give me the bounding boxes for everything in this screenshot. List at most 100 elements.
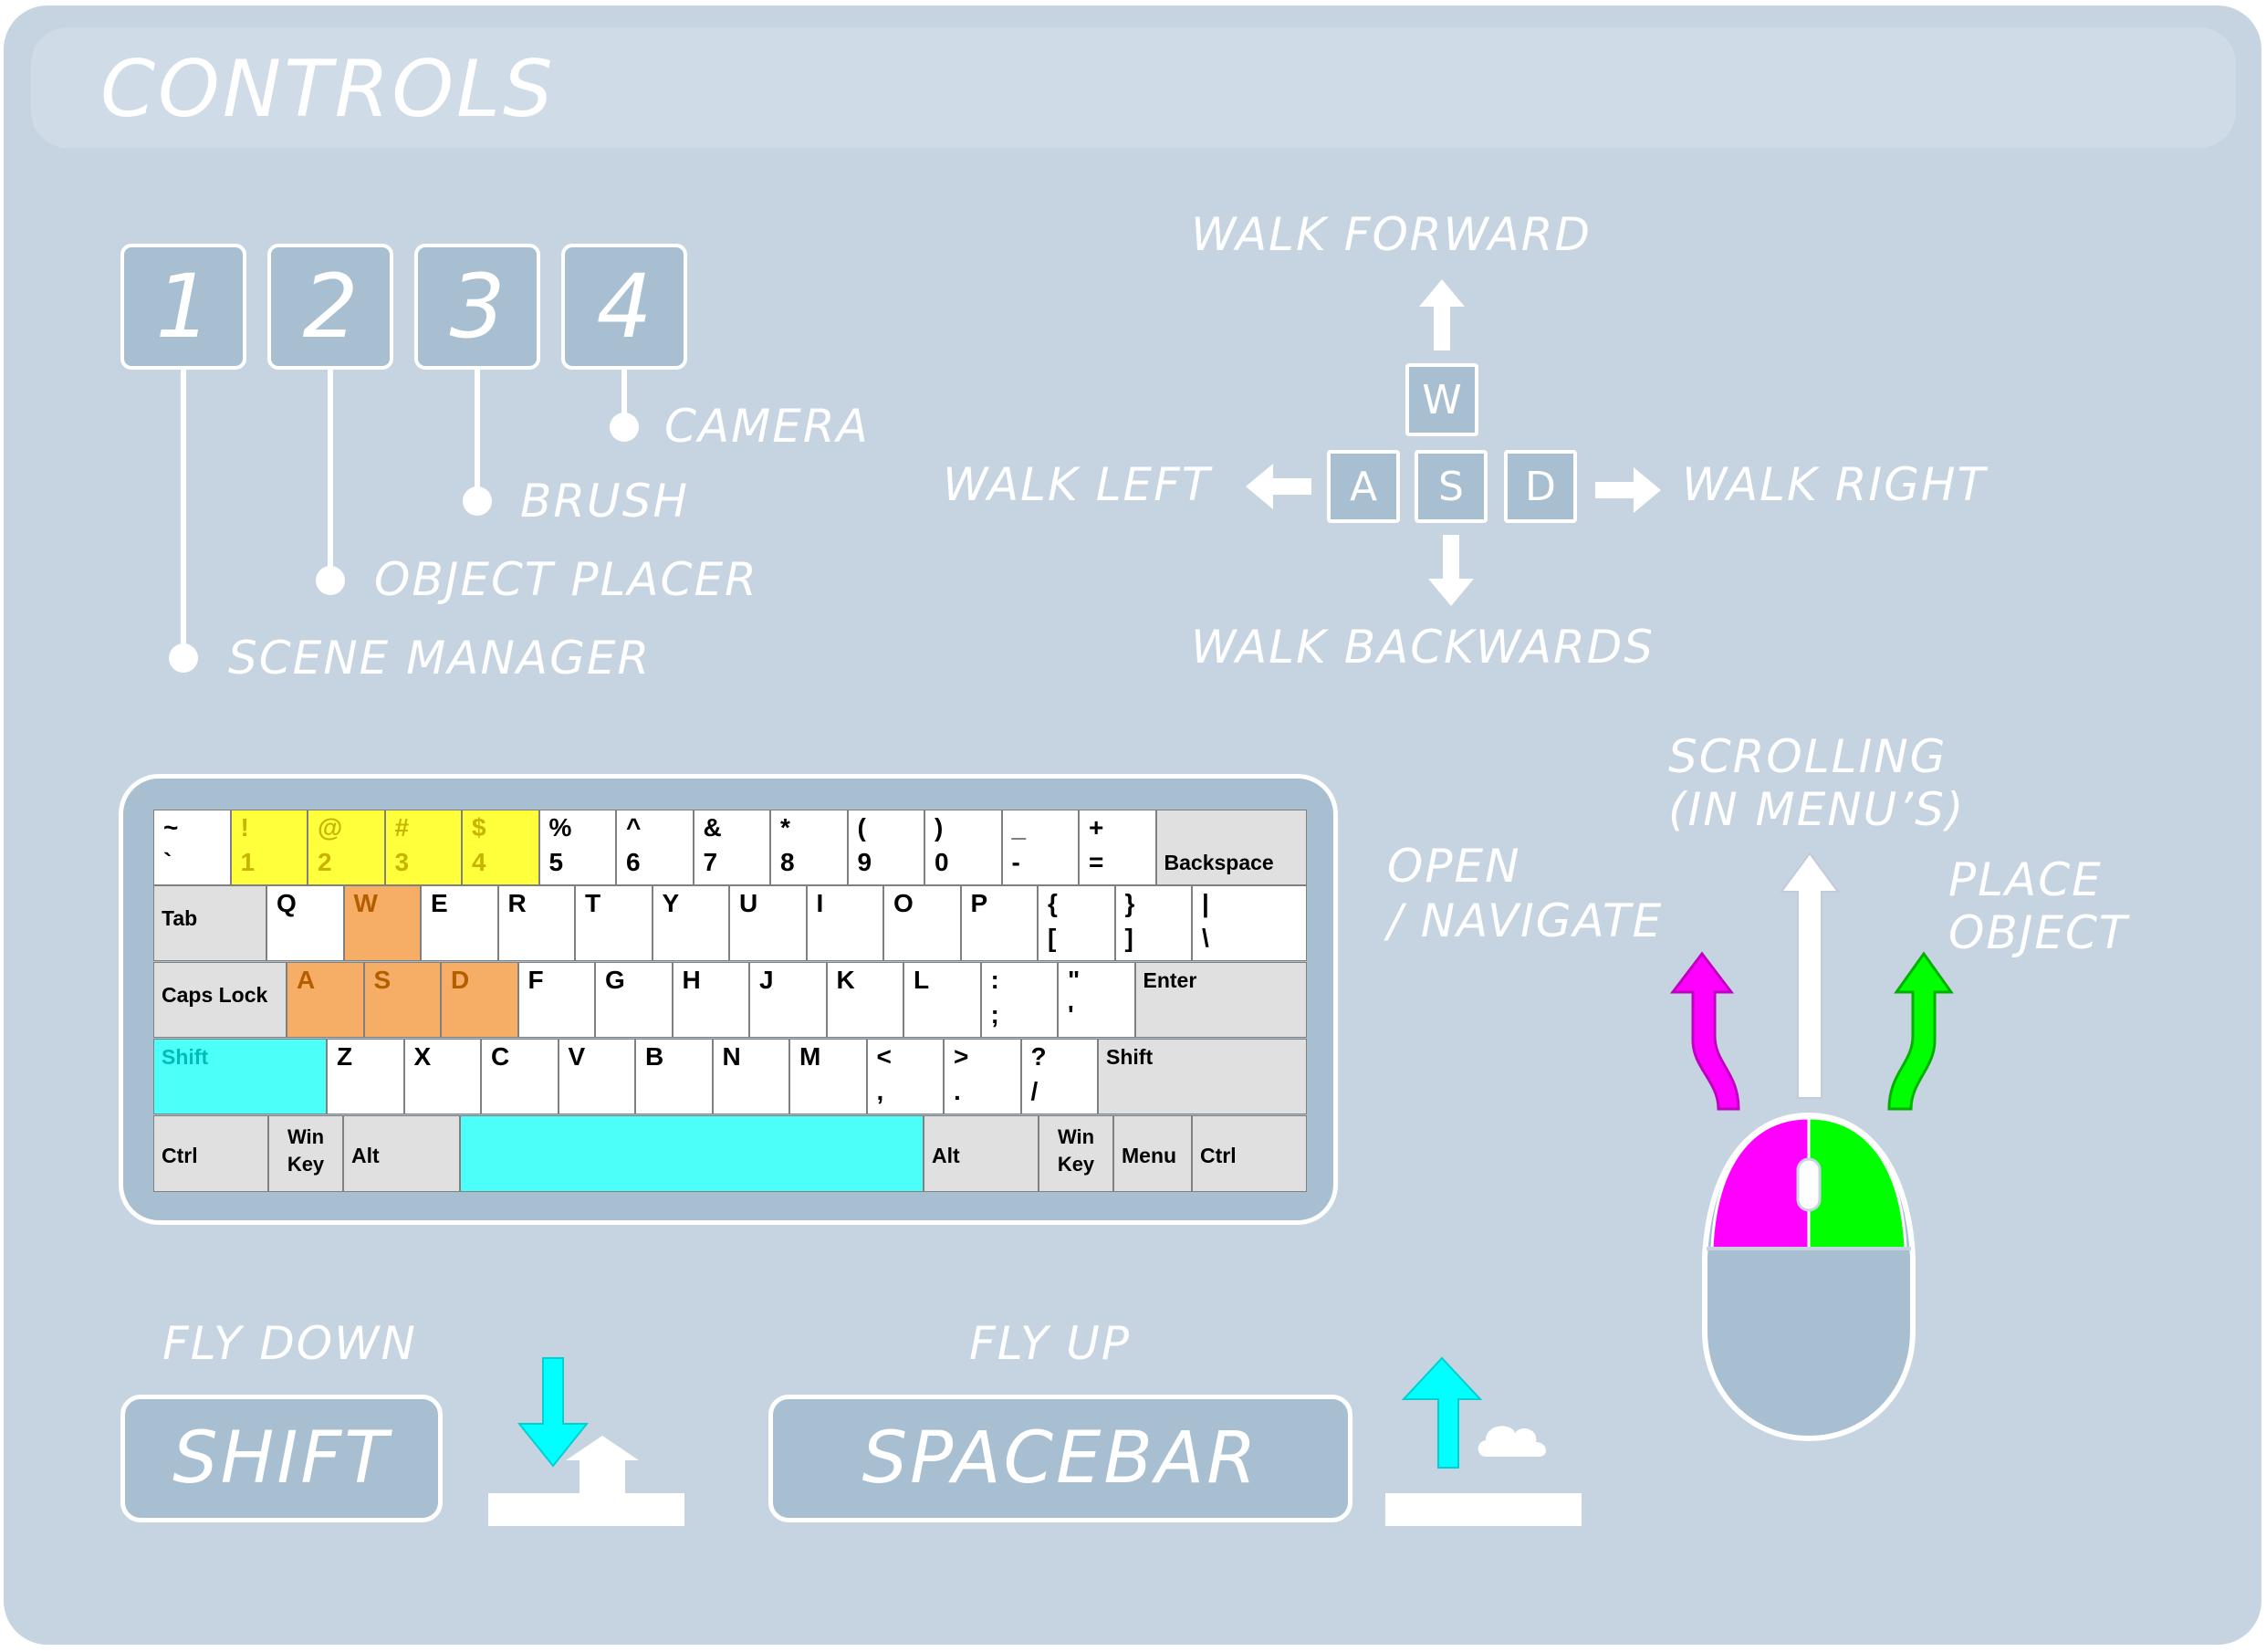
key-menu: Menu bbox=[1113, 1115, 1192, 1192]
connector-dot-1 bbox=[169, 643, 198, 673]
arrow-down-icon bbox=[1428, 535, 1474, 606]
key-w-label: W bbox=[353, 889, 378, 917]
key-row1-8-bottom: 8 bbox=[780, 848, 795, 876]
key-row1-1-top: ! bbox=[240, 813, 249, 842]
key-b-label: B bbox=[645, 1042, 664, 1071]
key-row4-sym-2: ? / bbox=[1020, 1039, 1098, 1114]
key-row2-sym-1-top: } bbox=[1124, 889, 1135, 917]
key-row1-1-bottom: 1 bbox=[240, 848, 256, 876]
key-row4-sym-0-top: < bbox=[876, 1042, 892, 1071]
key-row1-9-top: ( bbox=[857, 813, 866, 842]
key-alt-left: Alt bbox=[343, 1115, 460, 1192]
key-row1-12-top: + bbox=[1089, 813, 1104, 842]
key-y-label: Y bbox=[662, 889, 680, 917]
key-m-label: M bbox=[799, 1042, 821, 1071]
key-backspace: Backspace bbox=[1155, 810, 1307, 885]
fly-down-icon bbox=[488, 1357, 684, 1526]
key-row2-sym-2-top: | bbox=[1202, 889, 1209, 917]
key-n-label: N bbox=[722, 1042, 741, 1071]
key-v-label: V bbox=[568, 1042, 586, 1071]
key-row2-sym-0-bottom: [ bbox=[1048, 924, 1057, 952]
key-row1-2-bottom: 2 bbox=[318, 848, 332, 876]
key-row1-8: * 8 bbox=[770, 810, 848, 885]
key-row2-sym-2-bottom: \ bbox=[1202, 924, 1209, 952]
scroll-arrow-icon bbox=[1780, 852, 1840, 1099]
key-row4-sym-0: <, bbox=[866, 1039, 944, 1114]
key-y: Y bbox=[652, 885, 729, 961]
key-g: G bbox=[595, 962, 673, 1038]
key-q: Q bbox=[266, 885, 344, 961]
arrow-up-icon bbox=[1419, 279, 1465, 350]
connector-line-2 bbox=[328, 370, 333, 580]
key-1: 1 bbox=[120, 244, 246, 370]
fly-up-icon bbox=[1385, 1356, 1582, 1526]
key-row2-sym-2: | \ bbox=[1192, 885, 1307, 961]
key-t: T bbox=[575, 885, 653, 961]
key-r: R bbox=[497, 885, 575, 961]
label-walk-left: WALK LEFT bbox=[943, 458, 1212, 511]
key-enter: Enter bbox=[1134, 962, 1307, 1038]
label-walk-forward: WALK FORWARD bbox=[1191, 208, 1592, 261]
key-row2-sym-1: }] bbox=[1114, 885, 1192, 961]
key-e: E bbox=[421, 885, 498, 961]
key-row3-sym-1-top: " bbox=[1068, 966, 1081, 994]
key-a: A bbox=[287, 962, 364, 1038]
key-row1-10-top: ) bbox=[935, 813, 944, 842]
key-o-label: O bbox=[893, 889, 914, 917]
key-row1-4: $4 bbox=[462, 810, 539, 885]
key-shift-right: Shift bbox=[1098, 1039, 1307, 1114]
key-row3-sym-0-bottom: ; bbox=[990, 1000, 999, 1029]
key-row4-sym-0-bottom: , bbox=[876, 1077, 884, 1105]
key-tab-label: Tab bbox=[162, 906, 198, 930]
key-ctrl-right: Ctrl bbox=[1192, 1115, 1307, 1192]
key-alt-right-label: Alt bbox=[932, 1144, 960, 1167]
connector-line-3 bbox=[475, 370, 480, 502]
key-k: K bbox=[826, 962, 903, 1038]
key-row1-11-bottom: - bbox=[1011, 848, 1020, 876]
connector-dot-2 bbox=[316, 566, 345, 595]
connector-dot-4 bbox=[610, 413, 639, 442]
key-row1-6-bottom: 6 bbox=[626, 848, 641, 876]
key-row4-sym-2-top: ? bbox=[1030, 1042, 1047, 1071]
key-row1-5: % 5 bbox=[538, 810, 616, 885]
key-s: S bbox=[363, 962, 441, 1038]
key-a: A bbox=[1327, 450, 1400, 523]
key-row1-9-bottom: 9 bbox=[857, 848, 872, 876]
connector-dot-3 bbox=[463, 486, 492, 516]
key-p-label: P bbox=[970, 889, 988, 917]
key-3: 3 bbox=[414, 244, 540, 370]
label-place-1: PLACE bbox=[1948, 853, 2103, 906]
label-scrolling-2: (IN MENU’S) bbox=[1668, 783, 1966, 836]
key-ctrl-right-label: Ctrl bbox=[1200, 1144, 1237, 1167]
key-row1-5-top: % bbox=[548, 813, 572, 842]
label-place-2: OBJECT bbox=[1948, 906, 2129, 959]
key-row1-2: @2 bbox=[308, 810, 385, 885]
key-caps-lock: Caps Lock bbox=[153, 962, 287, 1038]
key-row4-sym-1: >. bbox=[944, 1039, 1021, 1114]
key-row3-sym-0: :; bbox=[980, 962, 1058, 1038]
key-v: V bbox=[558, 1039, 635, 1114]
key-h: H bbox=[672, 962, 749, 1038]
label-open-2: / NAVIGATE bbox=[1387, 894, 1664, 947]
key-row4-sym-2-bottom: / bbox=[1030, 1077, 1039, 1105]
key-w: W bbox=[1405, 363, 1478, 436]
key-2: 2 bbox=[267, 244, 393, 370]
key-shift-right-label: Shift bbox=[1106, 1045, 1154, 1069]
key-row1-3: #3 bbox=[384, 810, 462, 885]
key-row3-sym-1-bottom: ' bbox=[1068, 1000, 1074, 1029]
key-spacebar-large: SPACEBAR bbox=[768, 1395, 1352, 1522]
key-row1-7-bottom: 7 bbox=[703, 848, 718, 876]
page-title: CONTROLS bbox=[100, 44, 556, 135]
key-ctrl-left: Ctrl bbox=[153, 1115, 268, 1192]
label-walk-backwards: WALK BACKWARDS bbox=[1191, 621, 1655, 674]
key-win-left-bottom: Key bbox=[287, 1153, 325, 1176]
key-row1-11: _ - bbox=[1001, 810, 1079, 885]
key-row1-12: + = bbox=[1079, 810, 1156, 885]
label-object-placer: OBJECT PLACER bbox=[374, 553, 758, 606]
key-shift-left: Shift bbox=[153, 1039, 327, 1114]
key-x: X bbox=[403, 1039, 481, 1114]
key-alt-left-label: Alt bbox=[351, 1144, 380, 1167]
key-row2-sym-0: {[ bbox=[1038, 885, 1115, 961]
key-shift-large: SHIFT bbox=[120, 1395, 443, 1522]
key-backspace-label: Backspace bbox=[1164, 851, 1274, 874]
